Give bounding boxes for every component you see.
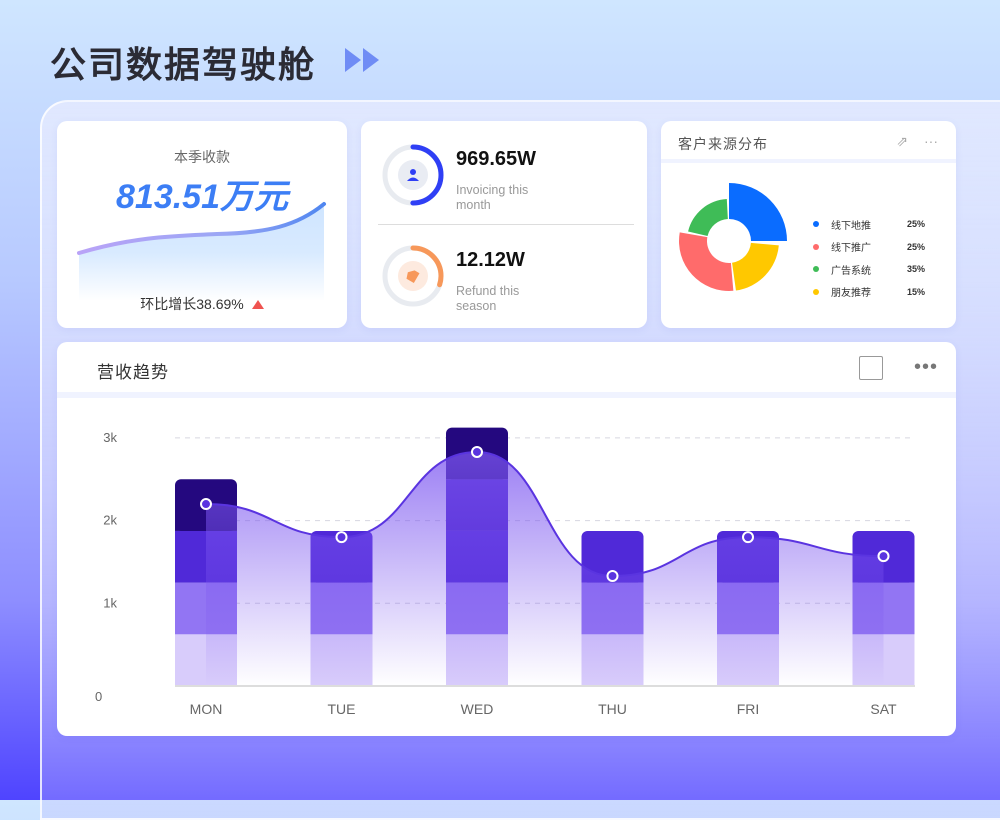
x-tick-label: SAT (870, 701, 897, 717)
trend-up-icon (251, 300, 264, 309)
legend-name: 线下地推 (831, 220, 871, 232)
more-icon[interactable]: ••• (913, 356, 938, 378)
revenue-trend-card: 营收趋势 ••• 0 1k 2k 3k MON TUE WED THU FRI SAT (57, 342, 956, 736)
stat-label: Refund this season (456, 284, 520, 313)
legend-pct: 15% (906, 286, 925, 297)
growth-text: 环比增长38.69% (57, 294, 347, 314)
more-icon[interactable]: ··· (924, 133, 938, 149)
legend-dot (813, 221, 819, 228)
revenue-sparkline (77, 202, 326, 301)
legend-name: 朋友推荐 (831, 288, 871, 300)
tag-shape (406, 270, 420, 284)
revenue-chart: 0 1k 2k 3k MON TUE WED THU FRI SAT (95, 427, 915, 717)
stat-invoicing: 969.65W Invoicing this month (381, 143, 641, 223)
y-tick-label: 2k (103, 513, 117, 528)
growth-value: 环比增长38.69% (140, 296, 244, 312)
legend-pct: 25% (906, 241, 925, 252)
rose-slice (679, 232, 734, 291)
double-arrow-icon (345, 48, 381, 72)
rose-chart (679, 183, 787, 291)
line-point (877, 550, 890, 563)
line-point (742, 531, 754, 544)
line-point (335, 531, 348, 544)
progress-ring (382, 144, 444, 206)
legend-name: 广告系统 (831, 265, 871, 277)
user-body (407, 177, 419, 181)
rose-slice (732, 242, 779, 291)
ring-progress (382, 245, 444, 307)
y-tick-label: 3k (103, 430, 117, 445)
progress-ring (382, 245, 444, 307)
legend-item: 朋友推荐 15% (813, 281, 925, 304)
x-tick-label: THU (598, 701, 627, 717)
page-title: 公司数据驾驶舱 (50, 44, 317, 85)
user-head (410, 169, 416, 175)
revenue-label: 本季收款 (174, 149, 230, 165)
x-tick-label: WED (461, 701, 494, 717)
line-point (471, 445, 483, 458)
x-tick-label: TUE (328, 701, 356, 717)
legend-name: 线下推广 (831, 243, 871, 255)
y-tick-label: 1k (103, 595, 117, 610)
share-icon[interactable] (859, 356, 883, 380)
legend-item: 线下推广 25% (813, 236, 925, 259)
legend: 线下地推 25% 线下推广 25% 广告系统 35% 朋友推荐 15% (813, 213, 925, 303)
card-title: 客户来源分布 (678, 136, 768, 152)
x-tick-label: FRI (737, 701, 760, 717)
y-tick-label: 0 (95, 689, 102, 704)
x-tick-label: MON (190, 701, 223, 717)
line-point (200, 498, 212, 511)
legend-pct: 25% (906, 219, 925, 230)
stats-card: 969.65W Invoicing this month 12.12W Refu… (361, 121, 647, 328)
legend-dot (813, 288, 819, 295)
line-area (206, 451, 884, 686)
stat-refund: 12.12W Refund this season (381, 244, 641, 324)
divider (378, 224, 634, 225)
divider (57, 392, 956, 398)
legend-item: 广告系统 35% (813, 258, 925, 281)
revenue-card: 本季收款 813.51万元 环比增长38.69% (57, 121, 347, 328)
legend-pct: 35% (906, 264, 925, 275)
legend-dot (813, 266, 819, 273)
legend-item: 线下地推 25% (813, 213, 925, 236)
stat-value: 12.12W (456, 249, 525, 271)
stat-value: 969.65W (456, 148, 537, 170)
rose-slice (729, 183, 787, 241)
legend-dot (813, 243, 819, 250)
ring-progress (382, 144, 444, 206)
customer-source-card: 客户来源分布 ⇗ ··· 线下地推 25% 线下推广 25% 广告系统 35% 朋友推荐 15% (661, 121, 956, 328)
share-icon[interactable]: ⇗ (896, 133, 908, 149)
revenue-value: 813.51万元 (116, 178, 288, 216)
rose-slice (688, 199, 728, 237)
stat-label: Invoicing this month (456, 183, 529, 212)
chart-title: 营收趋势 (97, 363, 169, 382)
divider (661, 159, 956, 163)
line-point (606, 570, 619, 583)
